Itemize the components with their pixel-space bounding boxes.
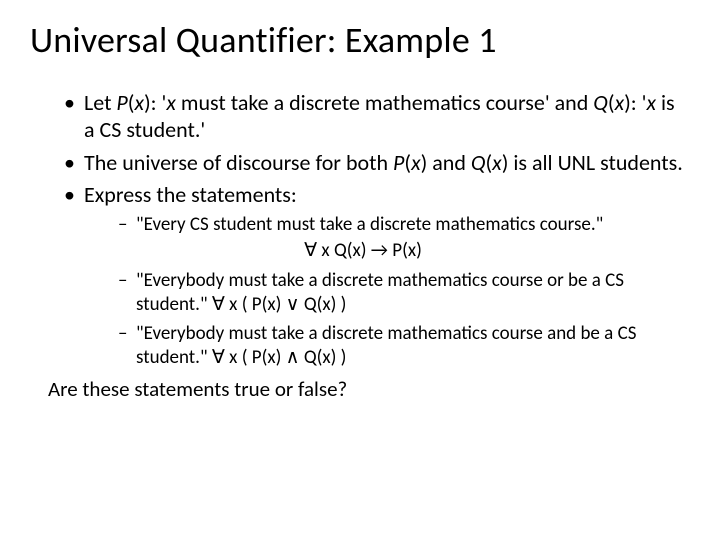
- sub-3: "Everybody must take a discrete mathemat…: [118, 322, 690, 370]
- text: ): ': [624, 89, 646, 116]
- text-italic: Q: [593, 89, 608, 116]
- formula-2: ∀ x ( P(x) ∨ Q(x) ): [212, 293, 347, 316]
- text: ) is all UNL students.: [502, 149, 683, 176]
- text-italic: P: [116, 89, 127, 116]
- text-italic: x: [411, 149, 421, 176]
- sub-2: "Everybody must take a discrete mathemat…: [118, 269, 690, 317]
- text-italic: x: [492, 149, 502, 176]
- text-italic: Q: [471, 149, 486, 176]
- text: The universe of discourse for both: [84, 149, 393, 176]
- slide: Universal Quantifier: Example 1 Let P(x)…: [0, 0, 720, 540]
- sub-text: "Everybody must take a discrete mathemat…: [136, 269, 624, 316]
- text-italic: x: [615, 89, 625, 116]
- text: Express the statements:: [84, 181, 297, 208]
- formula-1: ∀ x Q(x) → P(x): [136, 239, 690, 263]
- text: ) and: [421, 149, 471, 176]
- formula-3: ∀ x ( P(x) ∧ Q(x) ): [212, 346, 347, 369]
- text-italic: x: [646, 89, 656, 116]
- text-italic: x: [166, 89, 176, 116]
- sub-text: "Every CS student must take a discrete m…: [136, 213, 603, 236]
- closing-text: Are these statements true or false?: [48, 376, 690, 402]
- text: ): ': [144, 89, 166, 116]
- text: (: [608, 89, 615, 116]
- bullet-3: Express the statements: "Every CS studen…: [64, 182, 690, 369]
- sub-list: "Every CS student must take a discrete m…: [84, 213, 690, 370]
- bullet-1: Let P(x): 'x must take a discrete mathem…: [64, 90, 690, 144]
- bullet-2: The universe of discourse for both P(x) …: [64, 150, 690, 177]
- text: Let: [84, 89, 116, 116]
- text-italic: x: [134, 89, 144, 116]
- slide-title: Universal Quantifier: Example 1: [30, 18, 690, 62]
- bullet-list: Let P(x): 'x must take a discrete mathem…: [30, 90, 690, 370]
- sub-1: "Every CS student must take a discrete m…: [118, 213, 690, 263]
- text: must take a discrete mathematics course'…: [176, 89, 593, 116]
- text-italic: P: [393, 149, 404, 176]
